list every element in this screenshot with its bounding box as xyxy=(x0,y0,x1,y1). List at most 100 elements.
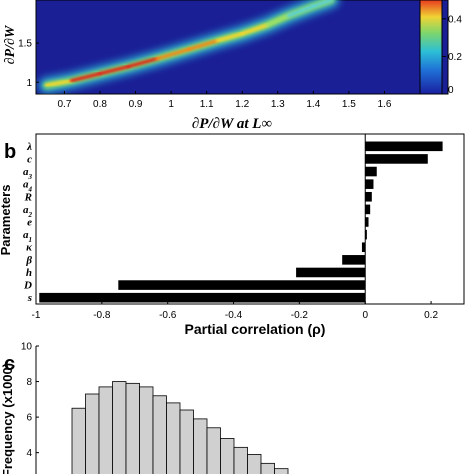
heatmap-x-tick-label: 1.6 xyxy=(377,99,391,110)
heatmap-x-tick-label: 1.2 xyxy=(235,99,249,110)
panel-c: c 10 8 6 4 Frequency (x1000) xyxy=(0,342,289,474)
heatmap-x-tick-label: 1.1 xyxy=(200,99,214,110)
ridge-core-segment xyxy=(286,4,316,18)
hist-y-tick-label: 10 xyxy=(21,342,33,353)
hist-y-tick-label: 6 xyxy=(26,413,32,424)
histogram-bar xyxy=(85,393,100,474)
bar-x-tick-label: -0.2 xyxy=(291,310,309,321)
bar-x-tick-label: -1 xyxy=(32,310,41,321)
hist-ylabel: Frequency (x1000) xyxy=(0,363,15,474)
ridge-core-segment xyxy=(240,23,269,36)
panel-a: 0.7 0.8 0.9 1 1.1 1.2 1.3 1.4 1.5 1.6 11.5 ∂P/∂W … xyxy=(3,0,462,132)
parameter-label: c xyxy=(27,153,32,165)
panel-b-label: b xyxy=(4,141,16,163)
bar-x-tick-label: 0.2 xyxy=(424,310,438,321)
parameter-label: β xyxy=(25,254,32,266)
colorbar-ticks: 0.4 0.2 0 xyxy=(442,14,462,96)
ridge-core-segment xyxy=(126,57,159,69)
heatmap-y-tick-label: 1.5 xyxy=(18,39,32,50)
heatmap-x-tick-label: 1.5 xyxy=(342,99,356,110)
bar-x-tick-label: -0.8 xyxy=(93,310,111,321)
heatmap-x-tick-label: 0.8 xyxy=(93,99,107,110)
bar-plot-area xyxy=(35,133,465,305)
histogram-bar xyxy=(274,468,289,474)
histogram-bar xyxy=(233,446,248,474)
histogram-bar xyxy=(166,402,181,474)
histogram-bar xyxy=(112,381,127,474)
parameter-label: a2 xyxy=(23,204,33,219)
ridge-core-segment xyxy=(155,47,191,61)
heatmap-xlabel: ∂P/∂W at L∞ xyxy=(192,116,272,132)
histogram-bar xyxy=(125,382,140,474)
parameter-label: a1 xyxy=(23,229,32,244)
ridge-core-segment xyxy=(69,71,102,83)
bar-xlabel: Partial correlation (ρ) xyxy=(185,321,326,337)
bar xyxy=(365,217,369,227)
ridge-core-segment xyxy=(265,13,291,27)
bar-series xyxy=(39,141,443,303)
bar xyxy=(361,242,366,253)
bar xyxy=(365,191,372,202)
histogram-bar xyxy=(179,409,194,474)
parameter-label: a4 xyxy=(23,179,33,194)
hist-y-tick-label: 4 xyxy=(26,448,32,459)
bar xyxy=(365,204,371,215)
heatmap-y-tick-label: 1 xyxy=(26,78,32,89)
heatmap-x-tick-label: 0.9 xyxy=(129,99,143,110)
bar xyxy=(39,292,366,303)
heatmap-x-tick-label: 1 xyxy=(168,99,174,110)
parameter-label: R xyxy=(24,191,32,203)
ridge-core-segment xyxy=(187,38,220,52)
histogram-bar xyxy=(71,407,86,474)
hist-y-tick-label: 8 xyxy=(26,377,32,388)
bar xyxy=(365,141,443,152)
parameter-label: D xyxy=(23,280,32,292)
parameter-label: s xyxy=(27,292,32,304)
ridge-core-segment xyxy=(44,78,74,88)
bar xyxy=(365,229,367,240)
parameter-label: h xyxy=(26,267,32,279)
histogram-bar xyxy=(247,454,262,474)
bar xyxy=(365,154,428,164)
heatmap-x-tick-label: 0.7 xyxy=(57,99,71,110)
heatmap-x-tick-label: 1.4 xyxy=(306,99,320,110)
histogram-bar xyxy=(152,395,167,474)
histogram-bars xyxy=(71,381,289,474)
colorbar xyxy=(419,0,443,95)
parameter-label: a3 xyxy=(23,166,33,181)
histogram-bar xyxy=(98,386,113,474)
ridge-core-segment xyxy=(215,31,244,43)
panel-c-label: c xyxy=(4,353,15,375)
heatmap-x-tick-label: 1.3 xyxy=(271,99,285,110)
bar xyxy=(365,179,374,189)
bar xyxy=(342,255,366,265)
histogram-bar xyxy=(206,427,221,474)
heatmap-ridge xyxy=(38,0,340,94)
parameter-label: κ xyxy=(26,242,33,254)
parameter-label: λ xyxy=(26,141,32,153)
histogram-bar xyxy=(139,386,154,474)
bar-x-tick-label: -0.4 xyxy=(225,310,243,321)
bar xyxy=(118,280,366,290)
bar-x-tick-label: 0 xyxy=(362,310,368,321)
bar-x-ticks: -1 -0.8 -0.6 -0.4 -0.2 0 0.2 xyxy=(32,301,438,321)
histogram-bar xyxy=(193,418,208,474)
ridge-core-segment xyxy=(98,64,131,76)
colorbar-tick-label: 0 xyxy=(448,85,454,96)
bar xyxy=(296,267,366,278)
histogram-bar xyxy=(260,462,275,474)
bar xyxy=(365,166,377,177)
histogram-bar xyxy=(220,438,235,474)
bar-x-tick-label: -0.6 xyxy=(159,310,177,321)
heatmap-y-ticks: 11.5 xyxy=(18,39,39,89)
ridge-core-segment xyxy=(311,0,333,9)
bar-ylabel: Parameters xyxy=(0,185,13,256)
heatmap-ylabel: ∂P/∂W xyxy=(3,24,18,64)
colorbar-tick-label: 0.4 xyxy=(448,14,462,25)
parameter-label: e xyxy=(27,217,32,229)
colorbar-tick-label: 0.2 xyxy=(448,52,462,63)
hist-y-ticks: 10 8 6 4 xyxy=(21,342,39,459)
